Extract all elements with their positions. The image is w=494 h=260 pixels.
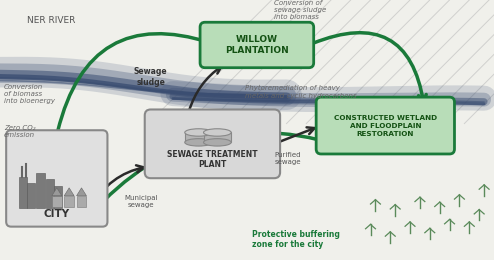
Text: NER RIVER: NER RIVER xyxy=(27,16,76,25)
FancyBboxPatch shape xyxy=(316,97,454,154)
FancyArrowPatch shape xyxy=(58,34,209,131)
FancyBboxPatch shape xyxy=(145,109,280,178)
Ellipse shape xyxy=(204,129,231,136)
FancyArrowPatch shape xyxy=(91,165,144,207)
Text: Sewage
sludge: Sewage sludge xyxy=(134,67,167,87)
Bar xyxy=(64,196,74,207)
Text: CONSTRUCTED WETLAND
AND FLOODPLAIN
RESTORATION: CONSTRUCTED WETLAND AND FLOODPLAIN RESTO… xyxy=(334,115,437,136)
Bar xyxy=(46,179,54,208)
FancyBboxPatch shape xyxy=(6,130,108,227)
FancyArrowPatch shape xyxy=(89,132,357,216)
Bar xyxy=(52,196,62,207)
Text: Conversion of
sewage sludge
into biomass: Conversion of sewage sludge into biomass xyxy=(274,0,327,20)
Bar xyxy=(19,178,27,208)
Ellipse shape xyxy=(185,139,212,146)
Bar xyxy=(204,133,231,142)
Polygon shape xyxy=(64,188,74,196)
Text: Phytoremediation of heavy
metals and cyclic hydrocarbons: Phytoremediation of heavy metals and cyc… xyxy=(245,85,356,99)
FancyArrowPatch shape xyxy=(313,33,426,103)
Text: Conversion
of biomass
into bioenergy: Conversion of biomass into bioenergy xyxy=(4,84,55,105)
Text: Purified
sewage: Purified sewage xyxy=(274,152,301,165)
FancyArrowPatch shape xyxy=(278,127,315,142)
FancyBboxPatch shape xyxy=(200,22,314,68)
Bar xyxy=(54,186,62,208)
Ellipse shape xyxy=(185,129,212,136)
Polygon shape xyxy=(52,188,62,196)
Text: SEWAGE TREATMENT
PLANT: SEWAGE TREATMENT PLANT xyxy=(167,150,258,169)
Text: CITY: CITY xyxy=(44,209,70,219)
Text: Municipal
sewage: Municipal sewage xyxy=(124,195,158,208)
Ellipse shape xyxy=(204,139,231,146)
Bar xyxy=(77,196,86,207)
Text: WILLOW
PLANTATION: WILLOW PLANTATION xyxy=(225,35,289,55)
Text: Zero CO₂
emission: Zero CO₂ emission xyxy=(4,125,36,138)
Text: Protective buffering
zone for the city: Protective buffering zone for the city xyxy=(252,230,340,249)
Bar xyxy=(185,133,212,142)
Bar xyxy=(27,183,35,208)
FancyArrowPatch shape xyxy=(189,67,221,111)
Bar xyxy=(36,172,45,208)
Polygon shape xyxy=(77,188,86,196)
